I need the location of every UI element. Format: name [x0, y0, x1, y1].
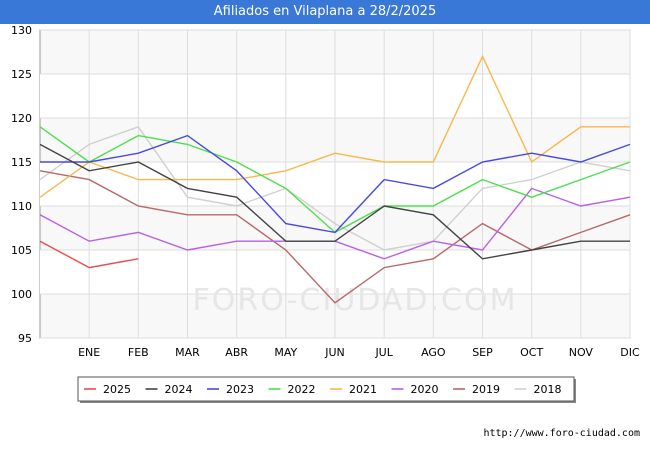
legend-label-2020: 2020	[411, 383, 439, 396]
x-tick-label: NOV	[569, 346, 594, 359]
legend: 2025 2024 2023 2022 2021 2020 2019 2018	[77, 376, 576, 403]
legend-label-2024: 2024	[165, 383, 193, 396]
chart-title: Afiliados en Vilaplana a 28/2/2025	[0, 0, 650, 24]
series-line-2024	[39, 143, 630, 260]
legend-box	[77, 376, 575, 402]
x-tick-label: JUN	[324, 346, 345, 359]
legend-label-2018: 2018	[534, 383, 562, 396]
series-line-2021	[39, 54, 630, 198]
y-tick-label: 110	[11, 200, 32, 213]
legend-label-2019: 2019	[472, 383, 500, 396]
legend-label-2021: 2021	[349, 383, 377, 396]
y-tick-label: 105	[11, 244, 32, 257]
y-tick-label: 125	[11, 68, 32, 81]
x-tick-label: JUL	[374, 346, 393, 359]
series-line-2025	[39, 240, 139, 269]
legend-label-2025: 2025	[103, 383, 131, 396]
x-tick-label: AGO	[421, 346, 446, 359]
y-tick-label: 95	[18, 332, 32, 345]
x-tick-label: DIC	[620, 346, 640, 359]
legend-label-2023: 2023	[226, 383, 254, 396]
y-tick-label: 120	[11, 112, 32, 125]
y-tick-label: 100	[11, 288, 32, 301]
line-chart: FORO-CIUDAD.COM 95100105110115120125130 …	[11, 24, 640, 403]
x-tick-label: SEP	[472, 346, 493, 359]
y-axis-ticks: 95 100 105 110 115 120 125 130	[11, 24, 32, 345]
x-tick-label: ABR	[225, 346, 248, 359]
x-tick-label: MAR	[175, 346, 200, 359]
x-tick-label: FEB	[128, 346, 149, 359]
legend-label-2022: 2022	[288, 383, 316, 396]
x-tick-label: MAY	[274, 346, 297, 359]
x-tick-label: ENE	[78, 346, 100, 359]
source-url: http://www.foro-ciudad.com	[483, 428, 640, 439]
series-line-2018	[39, 125, 631, 251]
x-tick-label: OCT	[520, 346, 543, 359]
series-line-2023	[40, 134, 631, 234]
series-lines	[39, 54, 631, 304]
y-tick-label: 130	[11, 24, 32, 37]
x-axis-ticks: ENE FEB MAR ABR MAY JUN JUL AGO SEP OCT NOV DIC	[78, 346, 640, 359]
y-tick-label: 115	[11, 156, 32, 169]
